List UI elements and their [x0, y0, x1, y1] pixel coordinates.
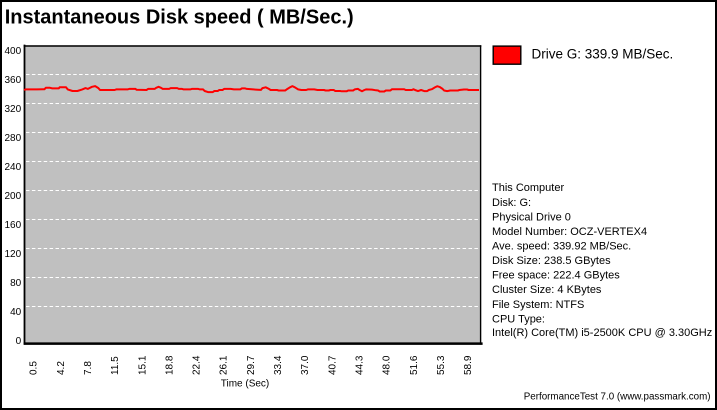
svg-text:37.0: 37.0 [300, 355, 311, 375]
svg-text:240: 240 [5, 162, 22, 173]
svg-text:29.7: 29.7 [246, 355, 257, 375]
svg-text:400: 400 [5, 46, 22, 57]
svg-text:51.6: 51.6 [409, 355, 420, 375]
svg-text:18.8: 18.8 [165, 355, 176, 375]
svg-text:80: 80 [10, 278, 22, 289]
svg-text:CPU Type:: CPU Type: [492, 313, 545, 325]
svg-text:55.3: 55.3 [436, 355, 447, 375]
svg-text:7.8: 7.8 [83, 361, 94, 375]
svg-text:Intel(R) Core(TM) i5-2500K CPU: Intel(R) Core(TM) i5-2500K CPU @ 3.30GHz [492, 327, 712, 339]
svg-text:0.5: 0.5 [29, 361, 40, 375]
svg-text:Free space: 222.4 GBytes: Free space: 222.4 GBytes [492, 270, 620, 282]
svg-text:4.2: 4.2 [56, 361, 67, 375]
svg-text:File System: NTFS: File System: NTFS [492, 299, 584, 311]
svg-text:PerformanceTest 7.0 (www.passm: PerformanceTest 7.0 (www.passmark.com) [524, 392, 711, 403]
svg-text:200: 200 [5, 191, 22, 202]
svg-text:26.1: 26.1 [219, 355, 230, 375]
svg-text:40.7: 40.7 [327, 355, 338, 375]
svg-text:Physical Drive 0: Physical Drive 0 [492, 211, 571, 223]
svg-text:Time (Sec): Time (Sec) [221, 379, 270, 390]
svg-text:360: 360 [5, 75, 22, 86]
svg-text:320: 320 [5, 104, 22, 115]
svg-text:58.9: 58.9 [463, 355, 474, 375]
svg-text:48.0: 48.0 [382, 355, 393, 375]
svg-text:11.5: 11.5 [110, 356, 121, 375]
svg-text:44.3: 44.3 [355, 355, 366, 375]
svg-text:22.4: 22.4 [192, 355, 203, 375]
svg-text:This Computer: This Computer [492, 182, 564, 194]
svg-text:160: 160 [5, 220, 22, 231]
svg-text:Model Number: OCZ-VERTEX4: Model Number: OCZ-VERTEX4 [492, 226, 647, 238]
svg-text:33.4: 33.4 [273, 355, 284, 375]
svg-text:Disk: G:: Disk: G: [492, 197, 531, 209]
svg-text:Drive G: 339.9 MB/Sec.: Drive G: 339.9 MB/Sec. [532, 46, 674, 61]
svg-text:0: 0 [16, 336, 22, 347]
svg-text:280: 280 [5, 133, 22, 144]
svg-text:Instantaneous Disk speed ( MB/: Instantaneous Disk speed ( MB/Sec.) [5, 6, 354, 28]
svg-text:15.1: 15.1 [137, 355, 148, 375]
svg-text:120: 120 [5, 249, 22, 260]
svg-text:40: 40 [10, 307, 22, 318]
svg-text:Disk Size: 238.5 GBytes: Disk Size: 238.5 GBytes [492, 255, 611, 267]
svg-text:Ave. speed: 339.92 MB/Sec.: Ave. speed: 339.92 MB/Sec. [492, 241, 631, 253]
svg-text:Cluster Size: 4 KBytes: Cluster Size: 4 KBytes [492, 284, 602, 296]
